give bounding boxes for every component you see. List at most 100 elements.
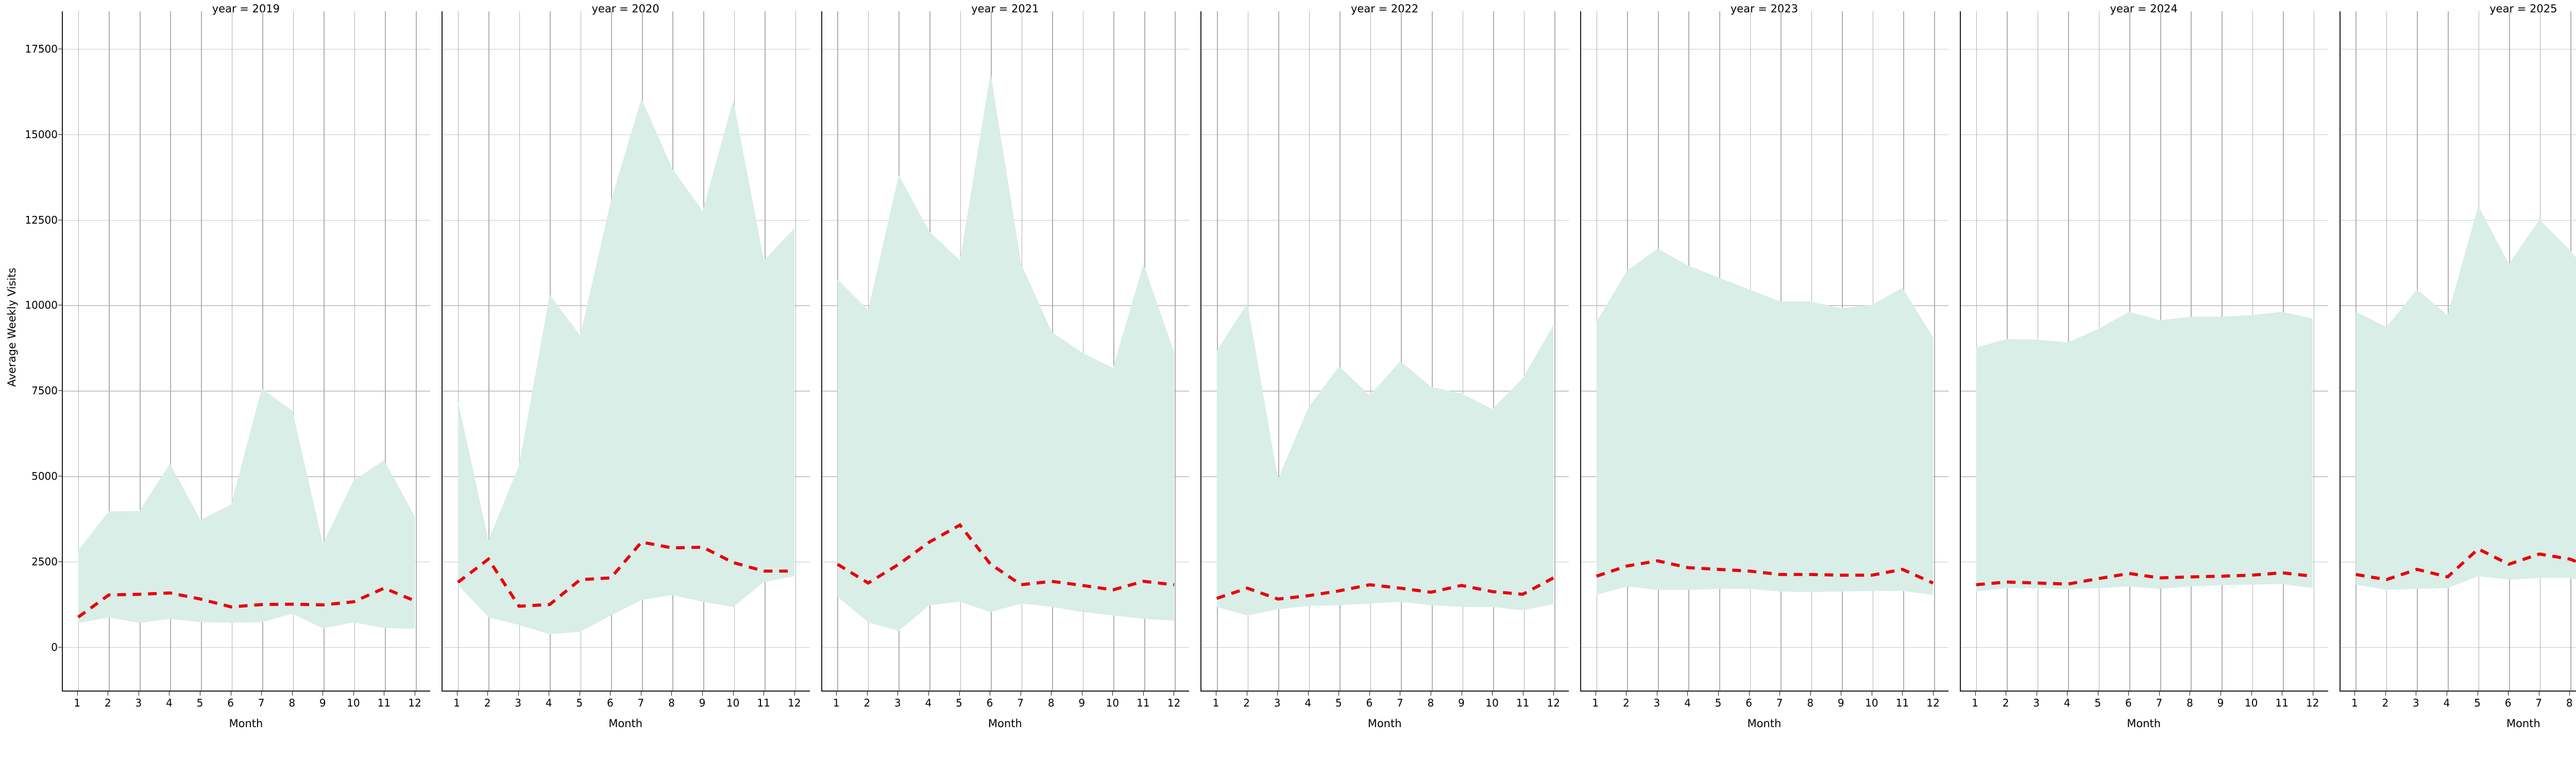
vertical-gridline (385, 11, 386, 691)
horizontal-gridline (2340, 220, 2576, 221)
y-axis-tick-mark (58, 134, 62, 135)
x-axis-tick-label: 4 (2443, 697, 2450, 709)
horizontal-gridline (2340, 647, 2576, 648)
series-layer (1216, 303, 1554, 616)
x-axis-tick-label: 10 (1485, 697, 1499, 709)
vertical-gridline (1340, 11, 1341, 691)
plot-area (1580, 11, 1948, 692)
x-axis-tick-mark (610, 692, 611, 696)
x-axis-tick-label: 3 (135, 697, 142, 709)
x-axis-tick-mark (897, 692, 899, 696)
x-axis-tick-label: 6 (2504, 697, 2512, 709)
median-line (77, 586, 416, 619)
x-axis-tick-mark (1687, 692, 1688, 696)
vertical-gridline (2313, 11, 2315, 691)
x-axis-tick-label: 1 (453, 697, 460, 709)
vertical-gridline (231, 11, 233, 691)
x-axis-tick-mark (77, 692, 78, 696)
x-axis-label: Month (1367, 717, 1402, 730)
y-axis-tick-label: 2500 (31, 555, 58, 568)
x-axis-tick-label: 9 (699, 697, 706, 709)
x-axis-tick-mark (928, 692, 929, 696)
facet-panel-title: year = 2021 (971, 3, 1039, 15)
x-axis-tick-label: 6 (1366, 697, 1373, 709)
x-axis-tick-label: 12 (408, 697, 421, 709)
vertical-gridline (1934, 11, 1935, 691)
plot-area (2339, 11, 2576, 692)
x-axis-tick-label: 11 (1516, 697, 1530, 709)
x-axis-tick-mark (1051, 692, 1052, 696)
horizontal-gridline (63, 305, 430, 306)
x-axis-tick-label: 4 (166, 697, 173, 709)
facet-panel-2020: year = 2020 1 2 3 4 5 6 7 8 9 10 11 12 Month (441, 0, 810, 773)
x-axis-tick-label: 5 (196, 697, 204, 709)
x-axis-tick-label: 10 (1106, 697, 1120, 709)
x-axis-label: Month (229, 717, 263, 730)
x-axis-tick-label: 9 (1837, 697, 1844, 709)
x-axis-tick-mark (867, 692, 868, 696)
vertical-gridline (170, 11, 172, 691)
horizontal-gridline (442, 647, 810, 648)
plot-area (821, 11, 1190, 692)
x-axis-tick-label: 10 (347, 697, 360, 709)
x-axis-label: Month (988, 717, 1022, 730)
x-axis-label: Month (608, 717, 643, 730)
percentile-band (78, 388, 415, 629)
vertical-gridline (415, 11, 417, 691)
x-axis-tick-label: 11 (1895, 697, 1909, 709)
x-axis-tick-mark (2251, 692, 2252, 696)
x-axis-tick-label: 3 (515, 697, 522, 709)
series-layer (836, 73, 1174, 631)
x-axis-tick-label: 5 (2094, 697, 2102, 709)
x-axis-tick-label: 2 (2382, 697, 2389, 709)
horizontal-gridline (63, 220, 430, 221)
x-axis-tick-label: 2 (863, 697, 871, 709)
plot-area (62, 11, 430, 692)
x-axis-tick-label: 9 (319, 697, 326, 709)
vertical-gridline (1278, 11, 1279, 691)
vertical-gridline (1523, 11, 1525, 691)
x-axis-tick-label: 11 (2275, 697, 2289, 709)
x-axis-tick-label: 9 (1078, 697, 1086, 709)
vertical-gridline (519, 11, 520, 691)
vertical-gridline (1401, 11, 1402, 691)
horizontal-gridline (63, 647, 430, 648)
series-layer (77, 388, 416, 629)
x-axis-tick-label: 2 (104, 697, 111, 709)
x-axis-tick-label: 2 (1243, 697, 1250, 709)
horizontal-gridline (1960, 220, 2328, 221)
percentile-band (1216, 303, 1554, 616)
vertical-gridline (1113, 11, 1114, 691)
vertical-gridline (488, 11, 489, 691)
vertical-gridline (1431, 11, 1433, 691)
y-axis-label-container: Average Weekly Visits (0, 0, 18, 773)
x-axis-tick-label: 1 (1972, 697, 1978, 709)
x-axis-label: Month (1747, 717, 1782, 730)
x-axis-tick-label: 1 (2351, 697, 2358, 709)
horizontal-gridline (1581, 220, 1948, 221)
median-line (2355, 547, 2576, 581)
x-axis-tick-label: 12 (1167, 697, 1181, 709)
plot-area (1200, 11, 1569, 692)
x-axis-tick-mark (733, 692, 734, 696)
x-axis-tick-mark (702, 692, 703, 696)
y-axis-tick-label: 12500 (25, 213, 58, 226)
x-axis-tick-label: 3 (2033, 697, 2040, 709)
x-axis-tick-mark (353, 692, 354, 696)
median-line (1976, 571, 2313, 586)
y-axis-tick-label: 7500 (31, 384, 58, 397)
x-axis-tick-mark (2354, 692, 2355, 696)
x-axis-tick-label: 6 (227, 697, 234, 709)
x-axis-tick-label: 4 (545, 697, 552, 709)
x-axis-tick-mark (1143, 692, 1144, 696)
vertical-gridline (1554, 11, 1555, 691)
x-axis-tick-label: 1 (833, 697, 840, 709)
percentile-band (2355, 206, 2576, 590)
x-axis-tick-mark (2159, 692, 2160, 696)
x-axis-tick-label: 3 (1653, 697, 1660, 709)
x-axis-tick-label: 8 (2187, 697, 2193, 709)
x-axis-tick-label: 6 (606, 697, 614, 709)
x-axis-tick-mark (1902, 692, 1903, 696)
x-axis-tick-label: 9 (1458, 697, 1465, 709)
x-axis-tick-mark (1492, 692, 1493, 696)
